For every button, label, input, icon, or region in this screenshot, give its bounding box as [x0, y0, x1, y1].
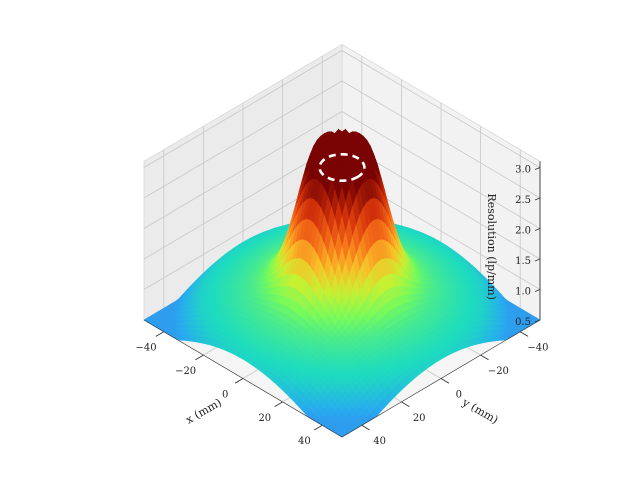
x-tick-label: 20 — [258, 413, 271, 424]
y-tick — [361, 424, 370, 431]
grid-z-left — [341, 111, 541, 229]
x-tick-label: 40 — [298, 436, 311, 447]
y-tick-label: 0 — [456, 389, 462, 400]
peak-annotation — [318, 153, 366, 182]
y-axis-label: y (mm) — [459, 395, 500, 426]
x-tick-label: −40 — [135, 343, 156, 354]
y-tick-label: 20 — [413, 413, 426, 424]
grid-z-right — [143, 80, 343, 199]
x-tick-label: 0 — [222, 389, 228, 400]
z-tick-label: 1.5 — [515, 256, 531, 267]
peak-dashed-circle — [318, 153, 366, 182]
z-tick — [534, 258, 541, 262]
z-tick-label: 2.0 — [515, 226, 531, 237]
y-tick-label: −40 — [527, 343, 548, 354]
z-tick — [534, 167, 541, 170]
y-tick — [480, 354, 489, 361]
grid-z-right — [143, 50, 343, 168]
z-tick — [534, 289, 541, 292]
grid-z-right — [143, 111, 343, 229]
x-tick — [314, 424, 323, 431]
z-tick-label: 3.0 — [515, 165, 531, 176]
axes: −40 −20 0 20 40 −40 −20 0 20 40 0.5 1.0 1.5 2.0 2.5 3.0 — [135, 161, 549, 447]
y-tick — [519, 331, 529, 337]
grid-z-left — [341, 50, 541, 168]
y-tick — [440, 378, 450, 384]
x-tick-label: −20 — [175, 366, 196, 377]
z-tick-label: 2.5 — [515, 195, 531, 206]
z-tick — [534, 197, 541, 201]
z-tick-label: 0.5 — [515, 317, 531, 328]
grid-z-left — [341, 80, 541, 199]
y-tick-label: 40 — [373, 436, 386, 447]
x-axis-label: x (mm) — [183, 396, 223, 427]
surface-plot — [143, 128, 541, 438]
z-tick-label: 1.0 — [515, 287, 531, 298]
x-tick — [274, 401, 283, 407]
z-axis-label: Resolution (lp/mm) — [485, 193, 498, 300]
y-tick-label: −20 — [488, 366, 509, 377]
z-tick — [534, 319, 541, 323]
x-tick — [234, 378, 244, 384]
x-tick — [195, 354, 204, 361]
y-tick — [401, 401, 410, 407]
z-tick — [534, 228, 541, 231]
x-tick — [155, 331, 165, 337]
